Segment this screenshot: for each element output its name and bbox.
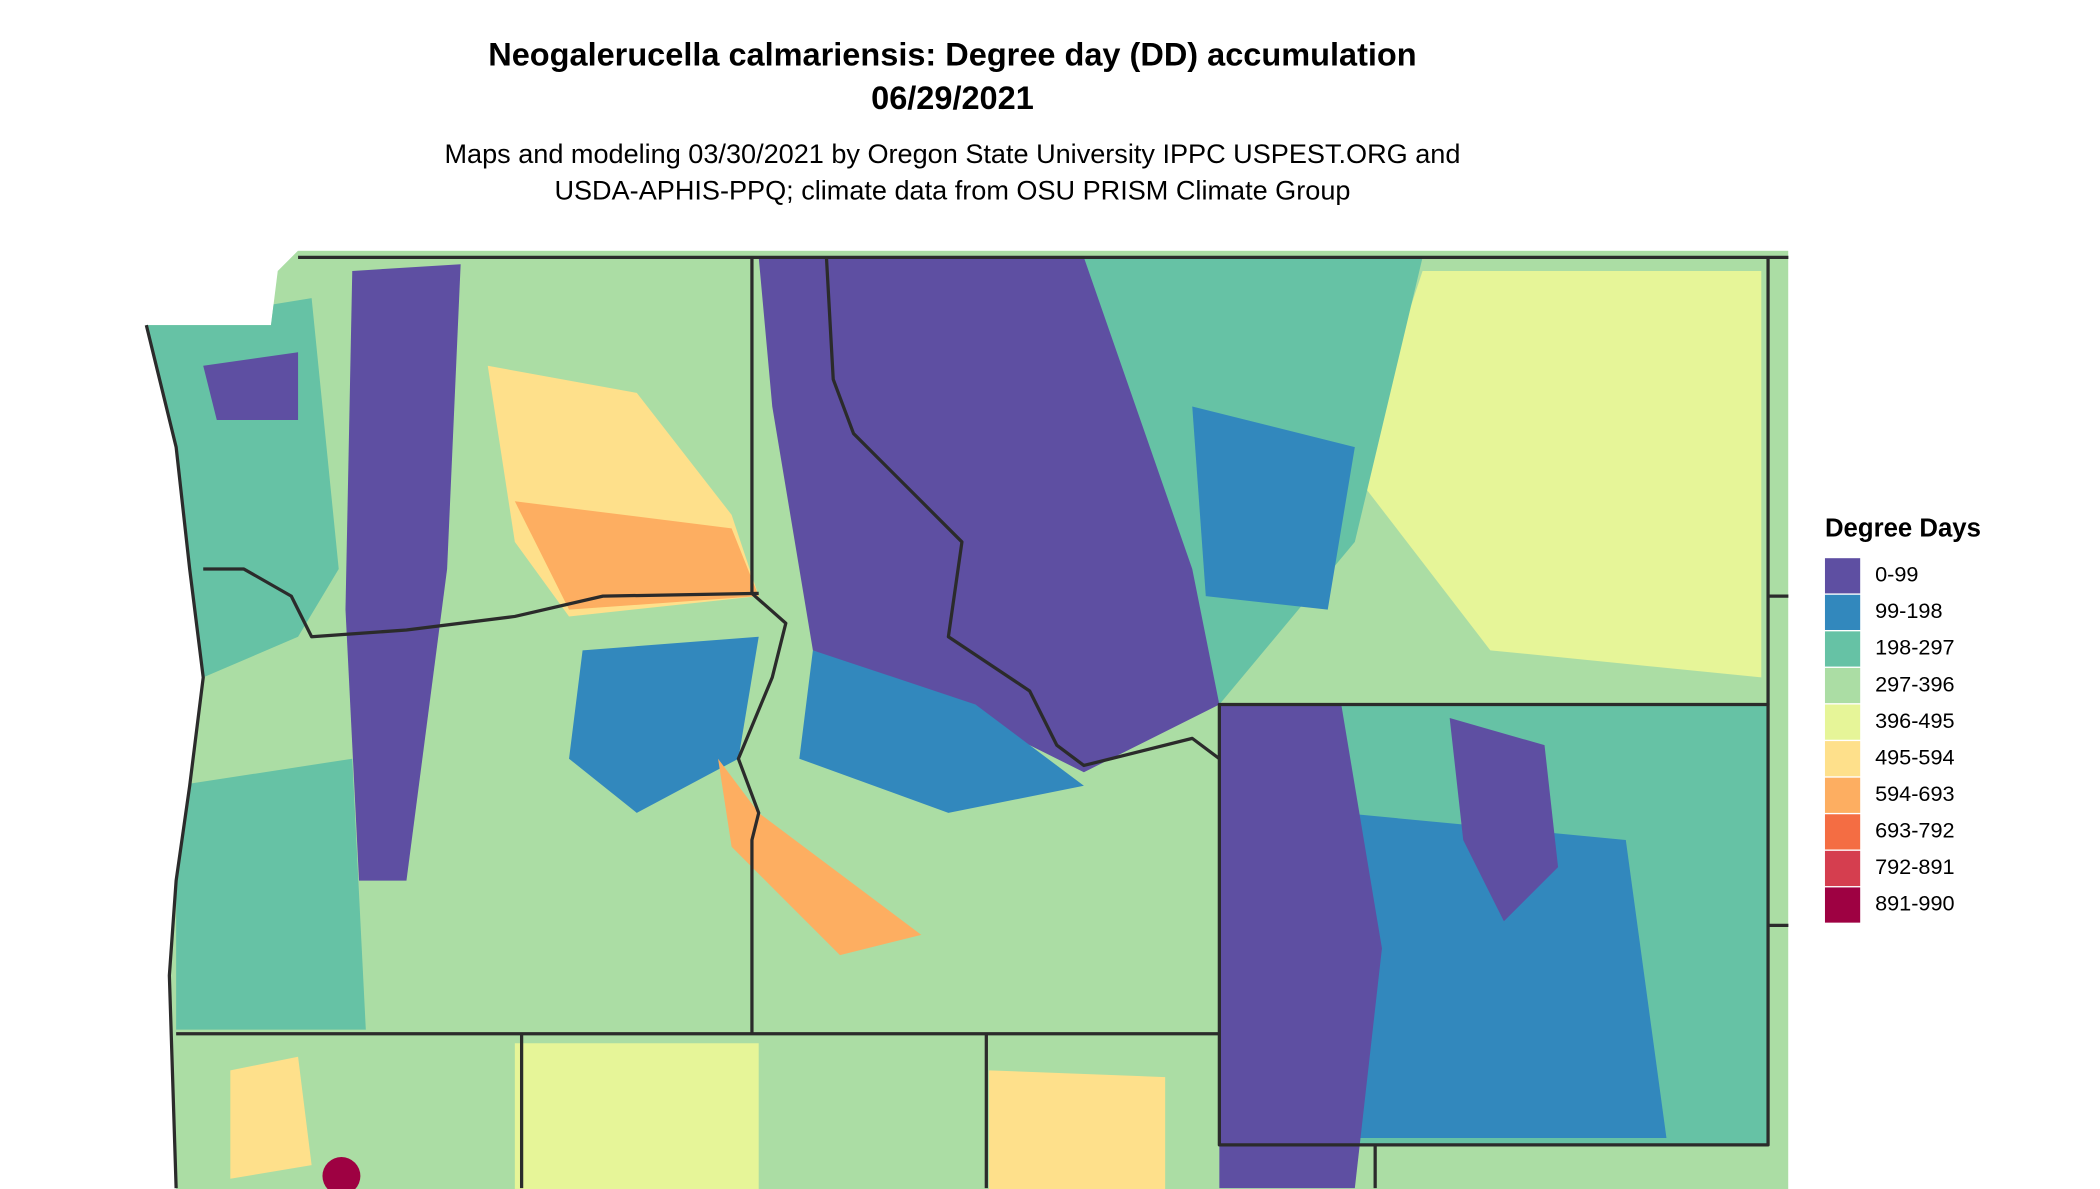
legend: Degree Days 0-99 99-198 198-297 297-396 396-… xyxy=(1824,515,1981,923)
legend-title: Degree Days xyxy=(1825,515,1981,543)
legend-swatch xyxy=(1824,850,1861,887)
legend-label: 594-693 xyxy=(1875,781,1954,806)
border xyxy=(736,257,788,1034)
legend-label: 297-396 xyxy=(1875,671,1954,696)
region xyxy=(1354,270,1762,678)
region xyxy=(989,1070,1166,1189)
region xyxy=(203,352,299,420)
border xyxy=(203,567,759,639)
region xyxy=(569,636,759,813)
legend-swatch xyxy=(1824,631,1861,667)
legend-label: 396-495 xyxy=(1875,708,1954,733)
title: Neogalerucella calmariensis: Degree day … xyxy=(488,36,1416,72)
legend-swatch xyxy=(1824,558,1861,594)
border xyxy=(519,1033,1377,1189)
region xyxy=(514,1043,759,1189)
border xyxy=(1217,702,1770,1147)
region xyxy=(345,264,461,881)
legend-label: 495-594 xyxy=(1875,744,1954,769)
legend-swatch xyxy=(1824,887,1861,923)
region xyxy=(718,758,922,956)
region xyxy=(1341,812,1667,1139)
legend-swatch xyxy=(1824,704,1861,740)
legend-label: 891-990 xyxy=(1875,891,1954,916)
title-date: 06/29/2021 xyxy=(871,80,1034,116)
legend-label: 693-792 xyxy=(1875,818,1954,843)
subtitle: Maps and modeling 03/30/2021 by Oregon S… xyxy=(444,138,1460,169)
legend-label: 0-99 xyxy=(1875,562,1918,587)
border xyxy=(824,257,1221,768)
region xyxy=(1192,406,1355,610)
region xyxy=(176,758,366,1030)
legend-swatch xyxy=(1824,814,1861,850)
legend-swatch xyxy=(1824,667,1861,704)
legend-label: 792-891 xyxy=(1875,854,1954,879)
legend-swatch xyxy=(1824,777,1861,813)
region xyxy=(1219,704,1382,1189)
region xyxy=(1449,718,1559,922)
legend-label: 99-198 xyxy=(1875,598,1942,623)
region xyxy=(799,650,1084,813)
region xyxy=(230,1056,312,1179)
coastline xyxy=(144,324,205,1189)
region xyxy=(322,1157,361,1189)
subtitle: USDA-APHIS-PPQ; climate data from OSU PR… xyxy=(554,175,1350,206)
legend-swatch xyxy=(1824,741,1861,777)
border xyxy=(1766,257,1789,927)
region xyxy=(758,257,1220,773)
legend-label: 198-297 xyxy=(1875,635,1954,660)
region xyxy=(514,501,759,610)
legend-swatch xyxy=(1824,594,1861,630)
map xyxy=(144,250,1789,1189)
